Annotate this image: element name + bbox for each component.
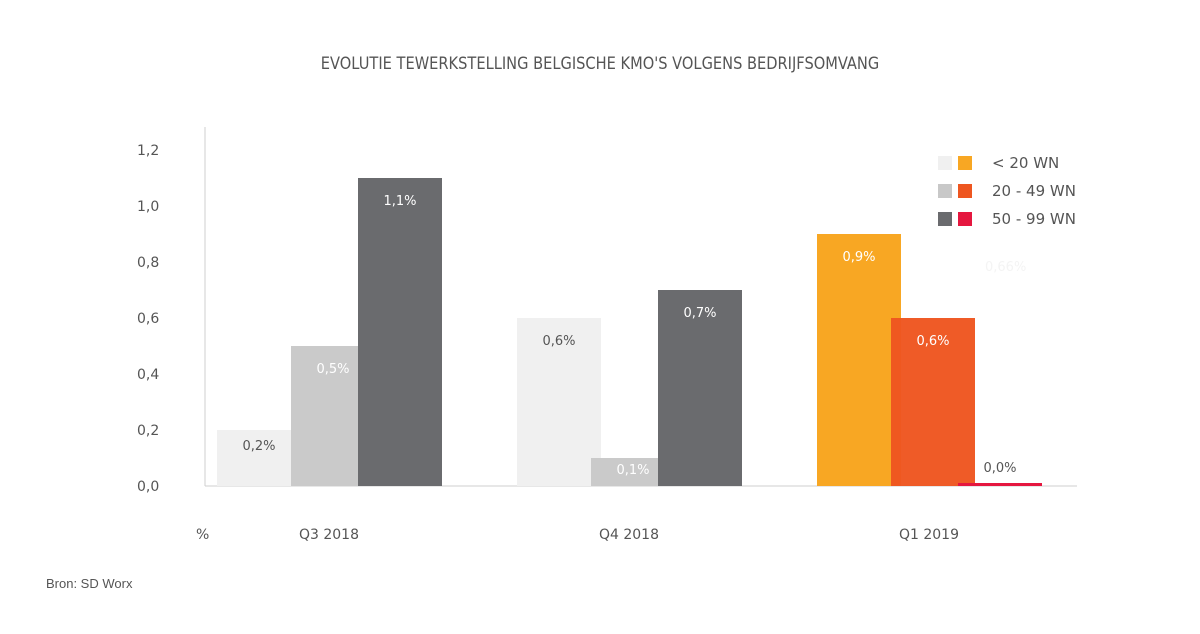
legend-swatch-grey <box>938 184 952 198</box>
legend-swatch-grey <box>938 156 952 170</box>
y-tick-label: 0,0 <box>137 479 159 495</box>
bar-q4-2018-s1 <box>517 318 601 486</box>
bar-q1-2019-s2 <box>891 318 975 486</box>
data-label: 1,1% <box>383 194 416 209</box>
y-tick-label: 0,6 <box>137 311 159 327</box>
data-labels: 0,2% 0,5% 1,1% 0,6% 0,1% 0,7% 0,9% 0,6% 0,0% 0,66… <box>242 194 1026 478</box>
data-label: 0,9% <box>842 250 875 265</box>
legend-label: 50 - 99 WN <box>992 210 1076 228</box>
data-label: 0,6% <box>916 334 949 349</box>
chart-title: EVOLUTIE TEWERKSTELLING BELGISCHE KMO'S … <box>320 54 880 74</box>
y-tick-label: 1,0 <box>137 199 159 215</box>
legend-swatch-grey <box>938 212 952 226</box>
axes: 0,0 0,2 0,4 0,6 0,8 1,0 1,2% Q3 2018 Q4 2018 Q1 2… <box>137 127 1077 543</box>
legend-label: 20 - 49 WN <box>992 182 1076 200</box>
data-label: 0,7% <box>683 306 716 321</box>
bar-q3-2018-s3 <box>358 178 442 486</box>
legend: < 20 WN 20 - 49 WN 50 - 99 WN <box>938 154 1076 228</box>
legend-label: < 20 WN <box>992 154 1059 172</box>
bar-q3-2018-s1 <box>217 430 301 486</box>
data-label: 0,1% <box>616 463 649 478</box>
x-tick-label: Q1 2019 <box>899 527 959 543</box>
source-note: Bron: SD Worx <box>46 576 133 591</box>
data-label: 0,0% <box>983 461 1016 476</box>
x-tick-label: Q3 2018 <box>299 527 359 543</box>
legend-swatch-color <box>958 184 972 198</box>
data-label: 0,2% <box>242 439 275 454</box>
y-tick-label: 0,8 <box>137 255 159 271</box>
bar-q1-2019-s1 <box>817 234 901 486</box>
bar-q1-2019-s3 <box>958 483 1042 486</box>
faint-annotation: 0,66% <box>985 260 1026 275</box>
bar-q4-2018-s3 <box>658 290 742 486</box>
y-tick-label: 1,2 <box>137 143 159 159</box>
x-tick-label: Q4 2018 <box>599 527 659 543</box>
legend-swatch-color <box>958 212 972 226</box>
legend-swatch-color <box>958 156 972 170</box>
data-label: 0,6% <box>542 334 575 349</box>
bars <box>217 178 1042 486</box>
y-tick-label: 0,2 <box>137 423 159 439</box>
y-tick-label: 0,4 <box>137 367 159 383</box>
y-axis-unit: % <box>196 527 209 543</box>
data-label: 0,5% <box>316 362 349 377</box>
